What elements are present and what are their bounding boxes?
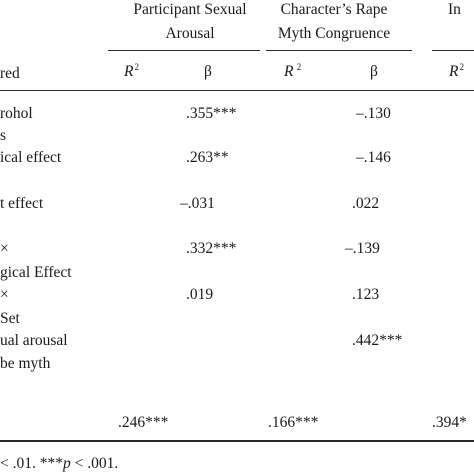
- group-underline-rape-myth: [266, 50, 412, 51]
- row-label: rohol: [0, 105, 33, 122]
- beta-header-arousal: β: [204, 63, 212, 80]
- r2-value-arousal: .246***: [118, 414, 169, 431]
- cell-rape-myth-beta: .123: [352, 286, 380, 303]
- group-underline-third: [432, 50, 474, 51]
- cell-arousal-beta: –.031: [180, 195, 215, 212]
- row-label: ×: [0, 240, 9, 257]
- row-label-continued: s: [0, 127, 7, 144]
- row-label-continued: Set: [0, 310, 20, 327]
- cell-rape-myth-beta: –.146: [356, 149, 391, 166]
- cell-rape-myth-beta: .022: [352, 195, 380, 212]
- group-header-rape-myth-line2: Myth Congruence: [277, 25, 391, 42]
- row-label: ual arousal: [0, 332, 68, 349]
- r2-value-third: .394*: [432, 414, 467, 431]
- cell-arousal-beta: .019: [186, 286, 214, 303]
- group-header-arousal-line1: Participant Sexual: [133, 1, 247, 18]
- group-header-third: In: [448, 1, 461, 18]
- cell-rape-myth-beta: –.139: [345, 240, 380, 257]
- table-footnote: < .01. ***p < .001.: [0, 455, 119, 472]
- cell-arousal-beta: .332***: [186, 240, 237, 257]
- header-rule: [0, 90, 474, 91]
- r2-header-third: R2: [449, 62, 464, 80]
- row-label-continued: gical Effect: [0, 264, 72, 281]
- cell-rape-myth-beta: –.130: [356, 105, 391, 122]
- row-label: ×: [0, 286, 9, 303]
- group-header-rape-myth-line1: Character’s Rape: [280, 1, 388, 18]
- group-underline-arousal: [108, 50, 260, 51]
- group-header-arousal-line2: Arousal: [165, 25, 215, 42]
- r2-header-arousal: R2: [124, 62, 139, 80]
- cell-arousal-beta: .263**: [186, 149, 229, 166]
- r2-header-rape-myth: R 2: [284, 62, 302, 80]
- row-label: ical effect: [0, 149, 62, 166]
- row-label-header: red: [0, 65, 20, 82]
- row-label-continued: be myth: [0, 355, 51, 372]
- r2-value-rape-myth: .166***: [268, 414, 319, 431]
- beta-header-rape-myth: β: [370, 63, 378, 80]
- row-label: t effect: [0, 195, 44, 212]
- table-bottom-rule: [0, 440, 474, 442]
- cell-arousal-beta: .355***: [186, 105, 237, 122]
- cell-rape-myth-beta: .442***: [352, 332, 403, 349]
